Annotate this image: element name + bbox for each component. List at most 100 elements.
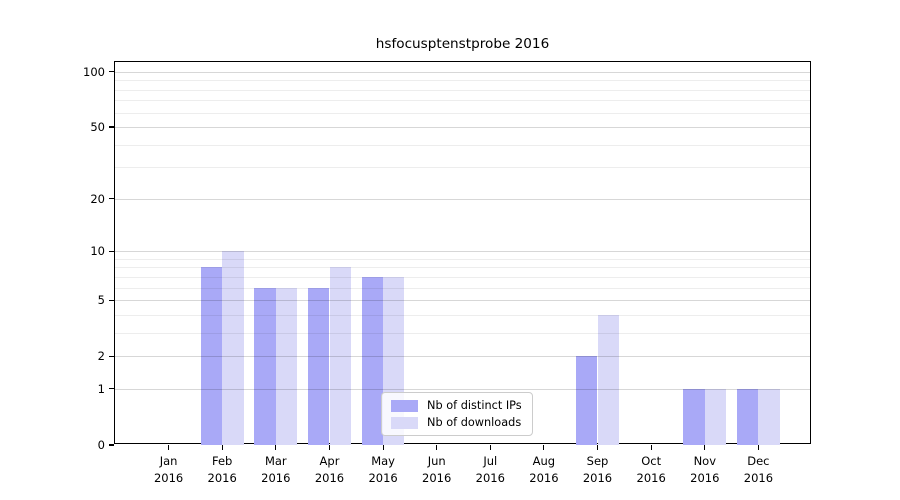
gridline-minor-90 <box>115 80 810 82</box>
y-tick-label-0: 0 <box>97 438 105 452</box>
x-tick-label-mar: Mar 2016 <box>248 453 304 487</box>
bar-mar-distinct-ips <box>254 287 276 445</box>
x-tick-label-jul: Jul 2016 <box>462 453 518 487</box>
gridline-minor-3 <box>115 332 810 334</box>
gridline-major-20 <box>115 198 810 200</box>
x-tick-year: 2016 <box>207 471 237 485</box>
axis-layer: 0 1 2 5 10 20 50 100 Jan 2016 Feb 2016 Mar 2016 Apr 201… <box>83 62 810 485</box>
x-tick-label-apr: Apr 2016 <box>302 453 358 487</box>
chart-title: hsfocusptenstprobe 2016 <box>375 36 550 52</box>
gridline-major-10 <box>115 251 810 253</box>
x-tick-jun <box>436 445 438 450</box>
legend-label-distinct-ips: Nb of distinct IPs <box>427 399 522 412</box>
x-tick-feb <box>221 445 223 450</box>
plot-area: 0 1 2 5 10 20 50 100 Jan 2016 Feb 2016 Mar 2016 Apr 201… <box>83 61 811 485</box>
bar-dec-distinct-ips <box>736 388 759 445</box>
legend-swatch-downloads <box>391 416 418 429</box>
y-tick-label-5: 5 <box>97 293 105 308</box>
gridline-major-50 <box>115 127 810 128</box>
bar-sep-distinct-ips <box>576 356 598 445</box>
x-tick-month: Feb <box>212 454 233 468</box>
x-tick-may <box>382 445 384 450</box>
bar-feb-downloads <box>222 251 244 445</box>
bar-apr-distinct-ips <box>308 287 330 445</box>
x-tick-label-jun: Jun 2016 <box>409 453 465 487</box>
bar-nov-distinct-ips <box>683 388 705 445</box>
x-tick-label-nov: Nov 2016 <box>677 453 733 487</box>
legend-swatch-distinct-ips <box>391 399 418 412</box>
x-tick-nov <box>704 445 706 450</box>
gridline-major-5 <box>115 300 810 302</box>
bar-sep-downloads <box>597 314 619 445</box>
x-tick-year: 2016 <box>690 471 720 485</box>
legend: Nb of distinct IPs Nb of downloads <box>381 392 533 436</box>
x-tick-label-sep: Sep 2016 <box>570 453 626 487</box>
x-tick-month: Dec <box>747 454 770 468</box>
gridline-minor-30 <box>115 167 810 169</box>
bar-feb-distinct-ips <box>200 267 223 445</box>
x-tick-year: 2016 <box>529 471 559 485</box>
y-tick-label-50: 50 <box>90 120 105 134</box>
x-tick-label-jan: Jan 2016 <box>141 453 197 487</box>
x-tick-year: 2016 <box>422 471 452 485</box>
y-tick-10 <box>109 250 114 252</box>
x-tick-year: 2016 <box>475 471 505 485</box>
y-tick-label-10: 10 <box>90 244 105 259</box>
x-tick-jul <box>489 445 491 450</box>
gridline-minor-60 <box>115 112 810 114</box>
x-tick-year: 2016 <box>314 471 345 485</box>
legend-item-distinct-ips: Nb of distinct IPs <box>391 399 522 412</box>
x-tick-year: 2016 <box>636 471 666 485</box>
x-tick-year: 2016 <box>153 471 184 485</box>
gridline-minor-7 <box>115 276 810 278</box>
x-tick-dec <box>757 445 759 450</box>
y-tick-0 <box>109 444 114 446</box>
x-tick-month: Jun <box>427 454 446 468</box>
x-tick-month: Jul <box>483 454 498 468</box>
gridline-major-2 <box>115 356 810 358</box>
y-tick-label-20: 20 <box>90 191 105 206</box>
y-tick-5 <box>109 299 114 301</box>
bar-may-distinct-ips <box>361 276 383 445</box>
gridline-minor-4 <box>115 314 810 316</box>
x-tick-month: May <box>371 454 395 468</box>
x-tick-apr <box>328 445 331 450</box>
x-tick-year: 2016 <box>582 471 613 485</box>
bar-mar-downloads <box>275 287 298 445</box>
gridline-minor-80 <box>115 89 810 91</box>
x-tick-year: 2016 <box>743 471 774 485</box>
bar-apr-downloads <box>329 267 351 445</box>
x-tick-oct <box>650 445 652 450</box>
x-tick-label-dec: Dec 2016 <box>730 453 786 487</box>
y-tick-label-1: 1 <box>97 381 105 396</box>
y-tick-2 <box>109 355 114 357</box>
grid-layer <box>115 62 810 443</box>
gridline-minor-8 <box>115 267 810 269</box>
gridline-major-1 <box>115 388 810 390</box>
x-tick-month: Nov <box>693 454 717 468</box>
x-tick-month: Sep <box>586 454 609 468</box>
gridline-minor-40 <box>115 144 810 146</box>
x-tick-label-may: May 2016 <box>355 453 411 487</box>
x-tick-label-feb: Feb 2016 <box>194 453 250 487</box>
x-tick-month: Jan <box>159 454 178 468</box>
legend-label-downloads: Nb of downloads <box>427 416 522 429</box>
x-tick-label-oct: Oct 2016 <box>623 453 679 487</box>
x-tick-aug <box>543 445 545 450</box>
bar-nov-downloads <box>704 388 727 445</box>
x-tick-mar <box>275 445 277 450</box>
gridline-major-100 <box>115 71 810 73</box>
x-tick-month: Apr <box>319 454 340 468</box>
gridline-minor-9 <box>115 258 810 260</box>
x-tick-month: Mar <box>264 454 287 468</box>
x-tick-month: Oct <box>641 454 662 468</box>
y-tick-20 <box>109 198 114 200</box>
bar-dec-downloads <box>758 388 780 445</box>
x-tick-year: 2016 <box>368 471 398 485</box>
bar-layer <box>115 62 810 445</box>
y-tick-50 <box>109 126 114 128</box>
legend-item-downloads: Nb of downloads <box>391 416 522 429</box>
x-tick-month: Aug <box>532 454 556 468</box>
gridline-minor-70 <box>115 100 810 102</box>
